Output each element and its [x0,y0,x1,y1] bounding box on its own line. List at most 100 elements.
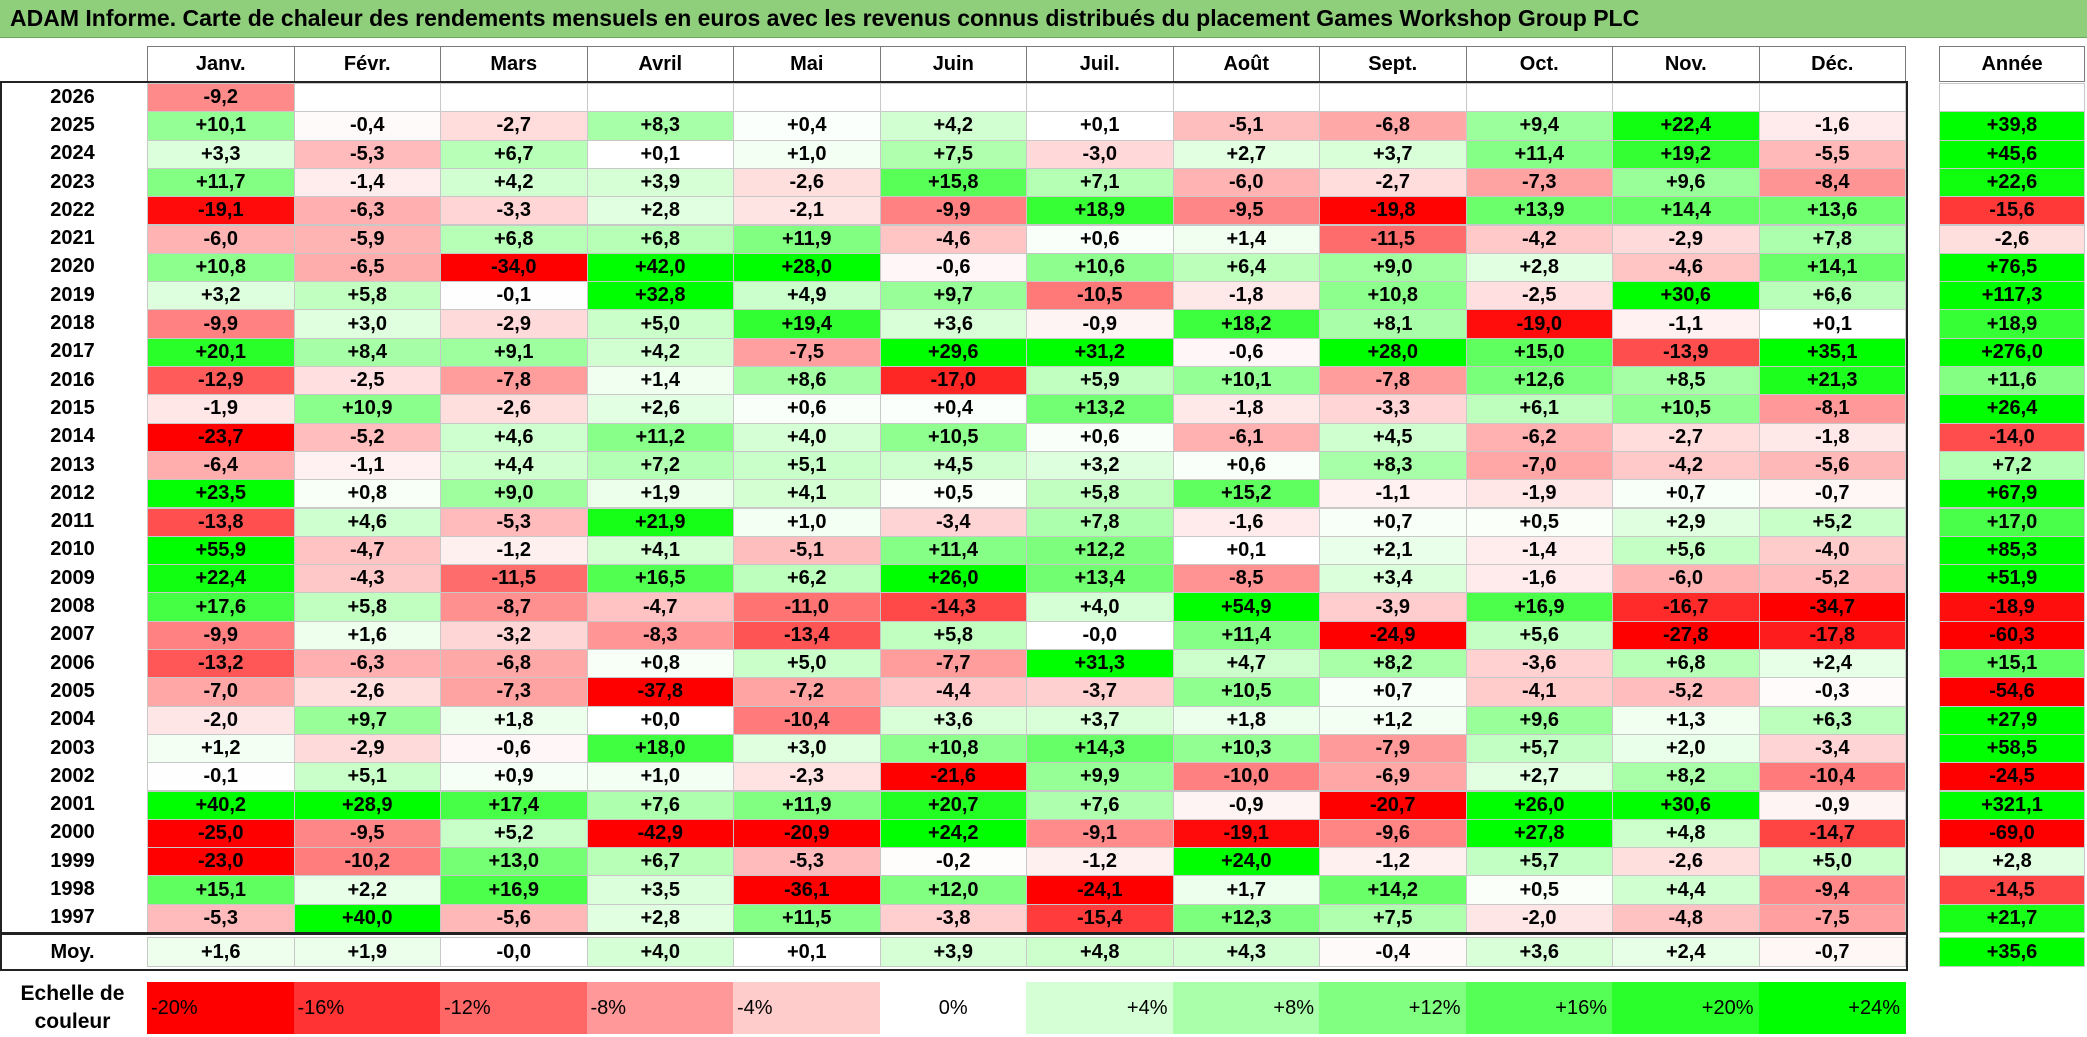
month-header: Févr. [293,46,441,82]
year-label: 2000 [50,821,95,844]
heatmap-cell: +0,5 [1465,507,1613,537]
heatmap-cell: +0,1 [586,139,734,169]
heatmap-cell: +0,8 [586,649,734,679]
heatmap-cell: +7,5 [879,139,1027,169]
title-bar: ADAM Informe. Carte de chaleur des rende… [0,0,2087,38]
heatmap-cell: -8,3 [586,620,734,650]
month-header: Nov. [1612,46,1760,82]
heatmap-cell: +6,7 [440,139,588,169]
heatmap-cell: +2,0 [1612,733,1760,764]
heatmap-cell: -19,8 [1319,196,1467,226]
year-label: 2013 [50,453,95,476]
heatmap-cell: +6,8 [586,224,734,254]
heatmap-cell: -7,8 [440,366,588,396]
scale-swatch: +24% [1758,982,1906,1034]
heatmap-cell: +24,0 [1172,847,1320,877]
heatmap-cell: +4,6 [293,507,441,537]
heatmap-cell: -9,6 [1319,818,1467,849]
heatmap-cell: +10,5 [879,422,1027,452]
scale-label-line1: Echelle de [20,982,125,1005]
heatmap-cell: -8,1 [1758,394,1906,424]
heatmap-cell: +7,6 [586,790,734,820]
heatmap-cell: +15,2 [1172,479,1320,509]
scale-swatch: -8% [586,982,734,1034]
heatmap-cell: -1,6 [1758,111,1906,141]
year-label: 2019 [50,283,95,306]
heatmap-cell: -14,3 [879,592,1027,622]
heatmap-cell: +27,8 [1465,818,1613,849]
heatmap-cell: +23,5 [147,479,295,509]
heatmap-cell: -1,9 [1465,479,1613,509]
heatmap-cell: -8,5 [1172,564,1320,594]
heatmap-cell: +4,5 [1319,422,1467,452]
year-label: 2003 [50,736,95,759]
heatmap-cell: +5,9 [1026,366,1174,396]
heatmap-cell: +4,4 [1612,875,1760,905]
heatmap-cell: +2,1 [1319,535,1467,566]
heatmap-cell: +3,2 [147,281,295,311]
heatmap-cell: -9,1 [1026,818,1174,849]
heatmap-cell: +40,2 [147,790,295,820]
heatmap-cell: -1,8 [1758,422,1906,452]
heatmap-cell: -0,1 [147,762,295,792]
heatmap-cell: +21,9 [586,507,734,537]
heatmap-cell: +31,2 [1026,337,1174,367]
heatmap-cell: -7,3 [440,677,588,707]
heatmap-cell: -2,5 [1465,281,1613,311]
scale-swatch: +20% [1612,982,1760,1034]
heatmap-cell: +30,6 [1612,790,1760,820]
heatmap-cell: +8,6 [733,366,881,396]
annual-cell: +39,8 [1939,111,2085,141]
heatmap-cell: -11,0 [733,592,881,622]
heatmap-cell: -0,6 [1172,337,1320,367]
year-label: 2010 [50,538,95,561]
heatmap-cell: -7,0 [1465,450,1613,481]
year-label: 2004 [50,708,95,731]
heatmap-cell: +6,2 [733,564,881,594]
year-label: 2022 [50,198,95,221]
heatmap-cell: +5,6 [1612,535,1760,566]
year-label: 2007 [50,623,95,646]
heatmap-cell: +10,5 [1172,677,1320,707]
heatmap-cell: +42,0 [586,252,734,283]
heatmap-cell [1465,83,1613,113]
heatmap-cell: -5,2 [293,422,441,452]
heatmap-cell: +2,2 [293,875,441,905]
heatmap-cell: +4,8 [1612,818,1760,849]
heatmap-cell: +4,2 [879,111,1027,141]
heatmap-cell: -9,9 [147,620,295,650]
heatmap-cell: -13,9 [1612,337,1760,367]
heatmap-cell: -5,3 [293,139,441,169]
heatmap-cell: +5,0 [1758,847,1906,877]
heatmap-cell: -2,7 [1319,167,1467,198]
heatmap-cell: +2,4 [1758,649,1906,679]
heatmap-cell: -1,6 [1465,564,1613,594]
heatmap-cell: +0,9 [440,762,588,792]
heatmap-cell: -1,8 [1172,281,1320,311]
month-header: Mai [733,46,881,82]
annual-cell: +27,9 [1939,705,2085,735]
year-label: 2002 [50,764,95,787]
heatmap-cell: +3,2 [1026,450,1174,481]
heatmap-cell: +5,1 [293,762,441,792]
heatmap-cell: +9,4 [1465,111,1613,141]
heatmap-cell [879,83,1027,113]
heatmap-cell: -0,9 [1758,790,1906,820]
heatmap-cell: +7,8 [1758,224,1906,254]
heatmap-cell: +5,8 [293,592,441,622]
heatmap-cell: -5,6 [440,903,588,933]
heatmap-cell [1319,83,1467,113]
heatmap-cell: -13,2 [147,649,295,679]
heatmap-cell: +2,6 [586,394,734,424]
heatmap-cell: -1,4 [293,167,441,198]
heatmap-cell: -42,9 [586,818,734,849]
month-header: Janv. [147,46,295,82]
year-label: 2021 [50,227,95,250]
heatmap-cell: -19,1 [147,196,295,226]
heatmap-cell: +55,9 [147,535,295,566]
heatmap-cell: -12,9 [147,366,295,396]
year-label: 2017 [50,340,95,363]
heatmap-cell: +10,1 [147,111,295,141]
heatmap-cell: +5,2 [1758,507,1906,537]
heatmap-cell: +8,5 [1612,366,1760,396]
